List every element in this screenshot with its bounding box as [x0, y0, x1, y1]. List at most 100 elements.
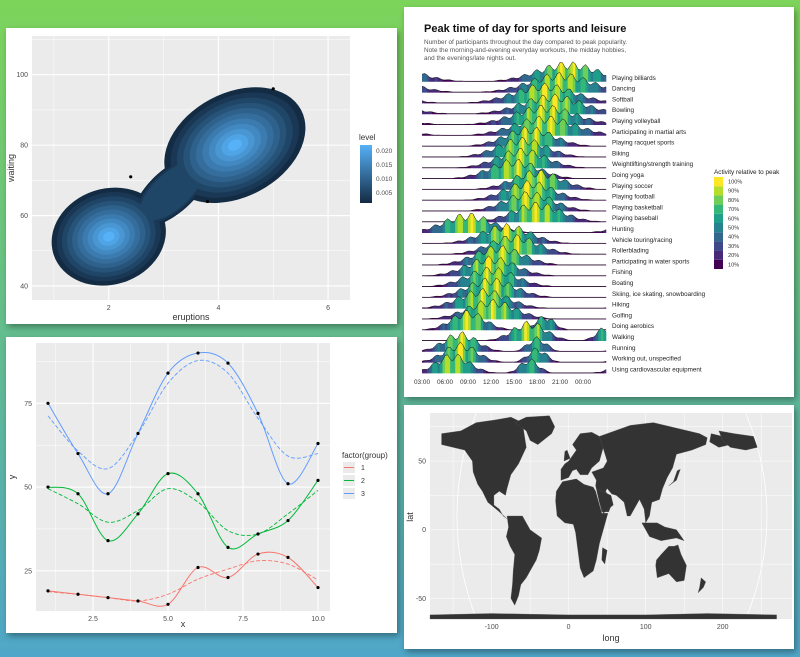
ridge-segment	[422, 133, 425, 136]
ridge-outline	[421, 82, 607, 104]
ridge-segment	[521, 204, 525, 223]
ridge-segment	[583, 218, 586, 223]
x-tick-label: 6	[326, 305, 330, 312]
y-axis-label: y	[7, 474, 17, 479]
ridge-segment	[585, 199, 589, 201]
ridge-segment	[465, 175, 469, 179]
ridge-segment	[434, 77, 438, 82]
ridge-segment	[452, 299, 456, 309]
ridge-segment	[562, 252, 566, 255]
ridge-segment	[572, 166, 576, 169]
ridge-segment	[498, 306, 502, 320]
ridge-segment	[468, 361, 471, 374]
ridge-row	[422, 158, 607, 179]
ridge-segment	[542, 368, 545, 374]
ridge-segment	[519, 88, 522, 104]
ridge-segment	[516, 365, 520, 374]
ridge-segment	[519, 358, 522, 363]
category-label: Weightlifting/strength training	[612, 161, 694, 168]
ridge-segment	[503, 335, 507, 341]
world-map-panel: -100 0 100 200 50 0 -50 long lat	[404, 405, 794, 649]
arabia-india-landmass	[596, 488, 614, 514]
ridge-segment	[516, 159, 520, 179]
data-point	[196, 565, 200, 570]
ridge-segment	[432, 346, 436, 352]
x-tick-label: 09:00	[460, 379, 476, 386]
ridge-segment	[521, 256, 525, 266]
ridge-outline	[422, 234, 606, 255]
ridge-segment	[475, 271, 479, 287]
ridge-segment	[434, 296, 438, 298]
ridge-segment	[452, 282, 456, 287]
ridge-segment	[526, 254, 530, 266]
ridge-segment	[475, 144, 479, 147]
legend-label: 100%	[728, 180, 742, 186]
ridge-segment	[475, 123, 479, 125]
ridge-segment	[429, 358, 433, 363]
ridge-segment	[600, 327, 604, 341]
ridge-segment	[547, 343, 551, 352]
ridge-segment	[498, 216, 502, 223]
ridge-segment	[468, 213, 471, 233]
ridge-segment	[600, 100, 604, 104]
ridge-segment	[496, 186, 499, 190]
ridge-segment	[460, 259, 464, 266]
ridge-segment	[542, 155, 545, 169]
ridge-segment	[442, 221, 446, 233]
ridge-segment	[514, 195, 517, 212]
ridge-segment	[445, 218, 448, 233]
ridge-segment	[588, 128, 591, 136]
ridge-segment	[427, 328, 430, 331]
data-point	[196, 351, 200, 355]
ridge-segment	[539, 71, 543, 82]
ridge-outline	[422, 245, 606, 266]
ridge-segment	[488, 230, 492, 244]
ridge-segment	[544, 190, 548, 201]
ridge-segment	[429, 77, 433, 82]
ridge-segment	[565, 193, 568, 201]
ridge-segment	[583, 77, 586, 93]
category-label: Participating in martial arts	[612, 129, 686, 136]
ridge-segment	[493, 195, 497, 201]
data-point	[46, 589, 50, 593]
ridge-segment	[462, 361, 466, 374]
ridge-segment	[442, 323, 446, 331]
ridge-segment	[496, 144, 499, 158]
ridge-segment	[519, 288, 522, 298]
ridge-segment	[524, 239, 528, 255]
ridge-segment	[485, 206, 489, 212]
ridge-segment	[478, 342, 482, 352]
ridge-segment	[468, 290, 471, 309]
ridge-segment	[491, 131, 494, 136]
ridge-segment	[575, 113, 579, 125]
ridge-segment	[537, 202, 540, 223]
chart-subtitle-line-3: and the evenings/late nights out.	[424, 55, 516, 62]
ridge-segment	[429, 89, 433, 93]
ridge-segment	[539, 273, 543, 277]
ridge-segment	[600, 109, 604, 115]
ridge-segment	[480, 134, 484, 136]
ridge-row	[422, 245, 607, 266]
ridge-segment	[577, 68, 581, 82]
ridge-segment	[529, 237, 533, 255]
ridge-segment	[429, 226, 433, 233]
ridge-segment	[468, 257, 471, 266]
south-america-landmass	[506, 515, 542, 606]
ridge-segment	[570, 142, 574, 147]
ridge-segment	[531, 327, 535, 341]
ridge-segment	[432, 328, 436, 331]
ridge-segment	[501, 284, 505, 298]
ridge-segment	[473, 198, 476, 201]
ridge-segment	[442, 79, 446, 82]
ridge-segment	[519, 269, 522, 277]
category-label: Walking	[612, 334, 635, 341]
ridge-segment	[488, 141, 492, 147]
ridge-segment	[516, 234, 520, 255]
ridge-segment	[465, 310, 469, 331]
ridge-segment	[557, 337, 561, 341]
ridge-segment	[445, 354, 448, 374]
ridge-segment	[514, 93, 517, 104]
ridge-segment	[478, 218, 482, 233]
ridge-segment	[554, 161, 558, 169]
data-point	[205, 199, 210, 204]
